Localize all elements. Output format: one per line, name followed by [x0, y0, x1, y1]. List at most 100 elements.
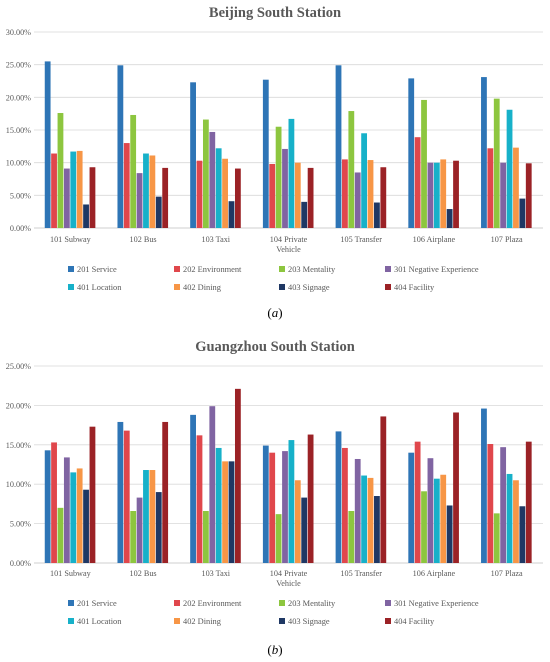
bar	[348, 510, 355, 563]
bar	[427, 458, 434, 563]
bar	[288, 440, 295, 563]
bar	[130, 510, 137, 563]
bar	[234, 388, 241, 563]
bar	[427, 162, 434, 228]
bar	[453, 412, 459, 563]
bar	[500, 447, 507, 563]
x-tick-label: 103 Taxi	[201, 235, 230, 244]
legend-swatch	[174, 600, 180, 606]
bar	[525, 163, 532, 228]
bar	[209, 406, 216, 563]
bar	[209, 131, 216, 228]
legend-item: 403 Signage	[279, 283, 330, 292]
legend-label: 202 Environment	[183, 599, 242, 608]
bar	[215, 447, 222, 563]
x-tick-label: 106 Airplane	[413, 235, 456, 244]
bar	[190, 414, 196, 563]
legend-label: 403 Signage	[288, 617, 330, 626]
bar	[269, 163, 276, 228]
bar	[123, 143, 130, 228]
y-tick-label: 20.00%	[6, 93, 31, 102]
bar	[190, 82, 196, 228]
bar	[414, 441, 421, 563]
bar	[89, 426, 96, 563]
legend-label: 402 Dining	[183, 283, 222, 292]
bar	[487, 148, 494, 228]
bar	[433, 162, 440, 228]
bar	[136, 173, 143, 228]
bar	[421, 491, 427, 563]
bar	[149, 470, 156, 563]
bar	[117, 421, 124, 563]
bar	[275, 126, 282, 228]
bar	[414, 137, 421, 228]
legend-swatch	[68, 600, 74, 606]
bar	[282, 451, 288, 563]
bar	[446, 209, 453, 228]
bar	[440, 159, 447, 228]
legend-swatch	[68, 284, 74, 290]
panel-label: (a)	[267, 305, 282, 320]
bar	[130, 114, 137, 228]
x-tick-label: 107 Plaza	[491, 569, 523, 578]
legend-swatch	[174, 266, 180, 272]
bar	[513, 480, 519, 563]
bar	[196, 435, 203, 563]
legend-swatch	[385, 266, 391, 272]
x-tick-label: 102 Bus	[130, 235, 157, 244]
legend-swatch	[279, 600, 285, 606]
legend-item: 402 Dining	[174, 283, 222, 292]
bar	[301, 201, 308, 228]
bar	[222, 461, 228, 563]
bar	[202, 119, 209, 228]
bar	[342, 159, 348, 228]
y-tick-label: 20.00%	[6, 401, 31, 410]
bar	[76, 468, 83, 563]
bar	[493, 513, 500, 563]
bar	[294, 480, 301, 563]
bar	[70, 151, 77, 228]
legend-item: 202 Environment	[174, 599, 242, 608]
bar	[222, 158, 228, 228]
panel-label: (b)	[267, 642, 282, 657]
bar	[136, 497, 143, 563]
legend-swatch	[174, 284, 180, 290]
legend-swatch	[68, 266, 74, 272]
bar	[513, 147, 519, 228]
bar	[500, 162, 507, 228]
bar	[262, 445, 269, 563]
legend-label: 401 Location	[77, 617, 122, 626]
y-tick-label: 30.00%	[6, 28, 31, 37]
y-tick-label: 15.00%	[6, 126, 31, 135]
x-tick-label: 105 Transfer	[340, 569, 382, 578]
bar	[487, 444, 494, 563]
legend-label: 403 Signage	[288, 283, 330, 292]
legend-swatch	[385, 600, 391, 606]
bar	[374, 202, 380, 228]
chart-guangzhou-south-station: Guangzhou South Station 0.00% 5.00% 10.00%…	[6, 339, 543, 657]
bar	[70, 472, 77, 563]
y-tick-label: 5.00%	[10, 520, 31, 529]
legend-label: 203 Mentality	[288, 265, 336, 274]
legend-item: 404 Facility	[385, 283, 435, 292]
legend-swatch	[385, 618, 391, 624]
bar	[519, 506, 526, 563]
bar	[307, 167, 314, 228]
legend-swatch	[279, 266, 285, 272]
legend-label: 404 Facility	[394, 617, 435, 626]
legend-item: 301 Negative Experience	[385, 265, 479, 274]
bar	[335, 431, 342, 563]
bar	[307, 434, 314, 563]
chart-beijing-south-station: Beijing South Station 0.00% 5.00% 10.00% 15…	[6, 5, 543, 320]
bar	[408, 78, 415, 229]
bar	[83, 204, 89, 228]
x-tick-label: 101 Subway	[50, 569, 92, 578]
legend-item: 403 Signage	[279, 617, 330, 626]
x-tick-label: 103 Taxi	[201, 569, 230, 578]
bar	[335, 65, 342, 228]
bar	[525, 441, 532, 563]
bar	[155, 492, 162, 563]
bar	[262, 79, 269, 229]
bar	[63, 168, 70, 228]
bar	[215, 148, 222, 228]
